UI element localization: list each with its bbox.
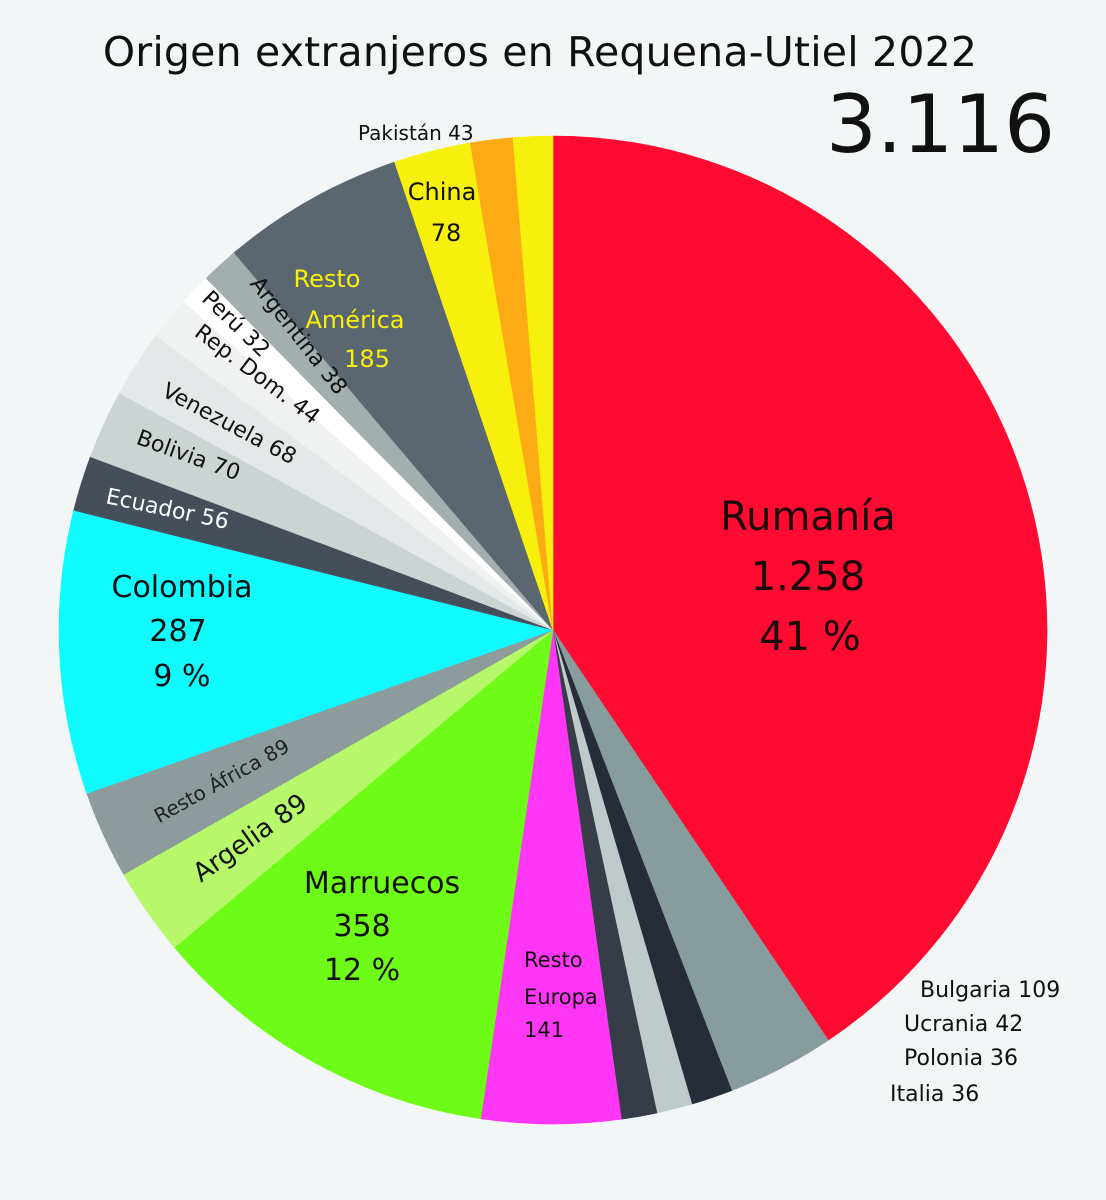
- label-pakistan: Pakistán 43: [358, 121, 474, 145]
- pie-slice-marruecos: [174, 629, 554, 1120]
- label-resto-america-name-1: Resto: [294, 265, 361, 293]
- label-colombia-name: Colombia: [112, 570, 253, 605]
- label-rumania-value: 1.258: [751, 554, 866, 600]
- label-china-value: 78: [431, 219, 462, 247]
- pie-slice-other-small: [512, 135, 554, 631]
- label-resto-america-value: 185: [344, 345, 390, 373]
- total-count: 3.116: [826, 78, 1056, 171]
- label-marruecos-name: Marruecos: [304, 866, 460, 901]
- label-colombia-value: 287: [149, 614, 206, 649]
- label-bulgaria: Bulgaria 109: [920, 978, 1060, 1003]
- label-colombia-pct: 9 %: [153, 659, 210, 694]
- pie-slice-rumania: [552, 135, 1048, 1041]
- label-resto-america-name-2: América: [306, 306, 405, 334]
- label-resto-europa-name-1: Resto: [524, 948, 583, 972]
- label-marruecos-pct: 12 %: [324, 953, 400, 988]
- pie-slice-resto-america: [233, 161, 554, 631]
- label-resto-europa-name-2: Europa: [524, 985, 598, 1009]
- label-marruecos-value: 358: [333, 909, 390, 944]
- pie-slice-colombia: [58, 509, 555, 794]
- label-polonia: Polonia 36: [904, 1046, 1018, 1071]
- label-italia: Italia 36: [890, 1082, 979, 1107]
- label-china-name: China: [408, 178, 477, 206]
- label-resto-europa-value: 141: [524, 1018, 564, 1042]
- label-rumania-pct: 41 %: [759, 614, 861, 660]
- label-ucrania: Ucrania 42: [904, 1012, 1023, 1037]
- label-rumania-name: Rumanía: [720, 494, 896, 540]
- chart-title: Origen extranjeros en Requena-Utiel 2022: [102, 28, 978, 76]
